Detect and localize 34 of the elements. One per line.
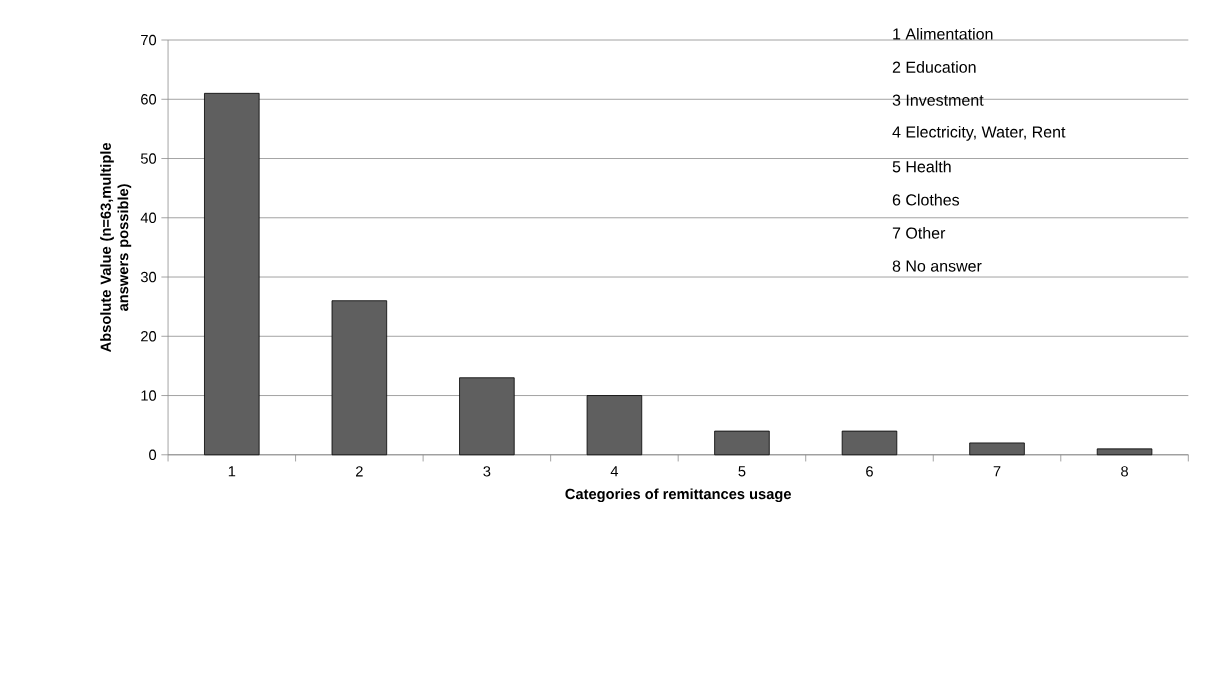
annotation: 5 Health [892, 160, 951, 173]
x-tick-label: 8 [1121, 466, 1128, 477]
x-axis-title: Categories of remittances usage [565, 488, 791, 503]
y-tick-label: 70 [141, 35, 157, 46]
y-tick-label: 10 [141, 390, 157, 401]
bar [841, 430, 898, 456]
bar [969, 442, 1025, 456]
annotation: 2 Education [892, 61, 976, 74]
bar [204, 93, 260, 456]
x-tick-label: 3 [483, 466, 491, 477]
y-tick-label: 60 [141, 94, 157, 105]
y-tick-label: 20 [141, 331, 157, 342]
x-tick-label: 1 [228, 466, 236, 477]
x-tick-label: 2 [356, 466, 363, 477]
bar [1096, 448, 1153, 456]
y-tick-label: 0 [149, 449, 157, 461]
x-tick-label: 7 [993, 466, 1001, 477]
x-tick-label: 6 [866, 466, 873, 477]
bar [331, 300, 388, 456]
y-tick-label: 40 [140, 212, 157, 224]
annotation: 4 Electricity, Water, Rent [892, 126, 1066, 142]
y-tick-label: 50 [140, 153, 157, 164]
annotation: 8 No answer [892, 260, 982, 272]
bar [586, 395, 643, 456]
y-tick-label: 30 [140, 272, 157, 283]
y-axis-title: Absolute Value (n=63,multiple answers possible) [100, 143, 132, 353]
text: 1 Alimentation [893, 28, 993, 40]
annotation: 6 Clothes [892, 194, 960, 206]
x-tick-label: 4 [610, 466, 619, 477]
bar [459, 377, 515, 456]
annotation: 7 Other [892, 227, 946, 239]
bar [714, 430, 770, 456]
x-tick-label: 5 [738, 466, 746, 477]
annotation: 3 Investment [892, 94, 984, 107]
